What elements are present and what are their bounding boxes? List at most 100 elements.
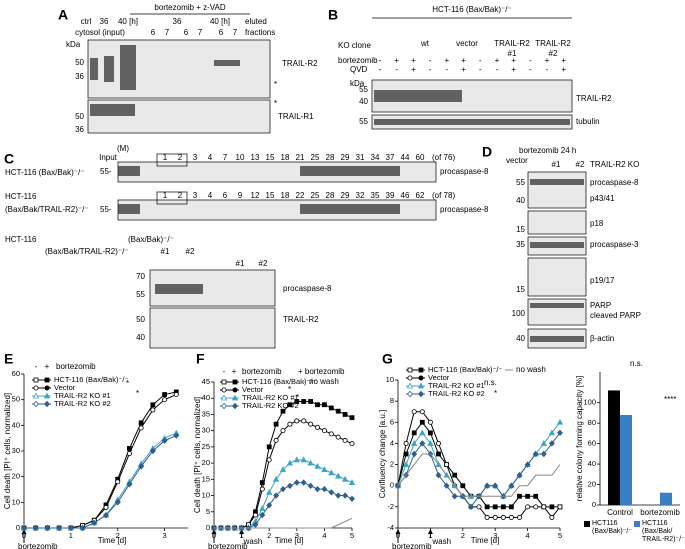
lane-number: 60 (416, 153, 425, 162)
series-line (397, 411, 561, 519)
label: 55 (136, 290, 145, 299)
x-tick-label: 1 (69, 531, 73, 540)
lane-number: 1 (163, 191, 168, 200)
lane-number: 4 (208, 153, 213, 162)
marker (32, 392, 40, 399)
marker (221, 387, 227, 393)
y-tick-label: 0 (390, 481, 394, 490)
label: p19/17 (590, 276, 615, 285)
marker (492, 482, 499, 489)
label: bortezomib (338, 56, 378, 65)
lane-number: 34 (371, 153, 380, 162)
marker (516, 471, 523, 479)
marker (435, 440, 441, 446)
marker (150, 402, 156, 408)
y-tick-label: 2 (390, 460, 394, 469)
marker (444, 462, 450, 468)
marker (280, 408, 286, 414)
marker (328, 431, 334, 437)
panel-label: C (4, 151, 14, 167)
marker (328, 469, 335, 476)
bar (660, 492, 672, 505)
marker (91, 519, 98, 527)
lane-sign: - (429, 65, 432, 74)
y-axis-label: Cell death [PI⁺ cells, normalized] (193, 397, 202, 513)
marker (138, 425, 144, 431)
x-tick-label: 3 (162, 531, 166, 540)
blot-band (374, 119, 570, 125)
label: #1 (236, 259, 245, 268)
arrow-head (395, 529, 401, 534)
marker (508, 514, 514, 520)
marker (406, 382, 414, 389)
x-tick-label: 3 (295, 531, 299, 540)
lane-number: 28 (326, 153, 335, 162)
marker (328, 489, 335, 496)
marker (328, 405, 334, 411)
marker (44, 524, 51, 532)
marker (56, 524, 63, 532)
label: fractions (245, 28, 275, 37)
marker (115, 479, 121, 485)
label: kDa (350, 79, 365, 88)
marker (287, 421, 293, 427)
series-line (214, 517, 353, 529)
annotation: n.s. (630, 359, 643, 368)
y-tick-label: 30 (12, 446, 20, 455)
y-tick-label: 15 (202, 474, 210, 483)
legend-header: + (45, 362, 50, 371)
marker (427, 439, 434, 446)
y-tick-label: 8 (390, 396, 394, 405)
label: 15 (516, 225, 525, 234)
label: vector (506, 156, 528, 165)
lane-number: 62 (416, 191, 425, 200)
marker (548, 440, 555, 447)
marker (308, 421, 314, 427)
marker (335, 434, 341, 440)
marker (266, 502, 273, 509)
label: kDa (66, 40, 81, 49)
legend-label: TRAIL-R2 KO #2 (242, 401, 299, 410)
x-tick-label: 4 (526, 531, 530, 540)
marker (419, 419, 425, 425)
label: TRAIL-R2 (535, 39, 571, 48)
lane-sign: - (429, 56, 432, 65)
lane-number: 6 (223, 191, 228, 200)
lane-sign: - (445, 65, 448, 74)
arrow-label: wash (243, 537, 263, 546)
marker (103, 504, 109, 510)
marker (452, 472, 458, 478)
lane-sign: + (561, 65, 566, 74)
label: (Bax/Bak/TRAIL-R2)⁻/⁻ (45, 247, 129, 256)
label: TRAIL-R2 (282, 59, 318, 68)
blot (527, 210, 587, 235)
legend-label: no wash (309, 377, 339, 386)
marker (556, 418, 564, 425)
label: procaspase-3 (590, 240, 639, 249)
marker (342, 412, 348, 417)
lane-number: 21 (296, 153, 305, 162)
marker (280, 485, 286, 493)
label: 6 (151, 28, 156, 37)
blot (527, 171, 587, 209)
blot-band (300, 166, 400, 176)
y-tick-label: 0 (592, 500, 596, 509)
marker (44, 377, 50, 383)
marker (266, 444, 272, 450)
label: bortezomib 24 h (519, 146, 576, 155)
arrow-label: bortezomib (392, 542, 432, 549)
marker (532, 450, 539, 458)
marker (307, 459, 314, 466)
label: 15 (516, 285, 525, 294)
marker (173, 392, 179, 398)
marker (427, 430, 433, 436)
label: cytosol (input) (75, 28, 125, 37)
lane-sign: - (395, 65, 398, 74)
lane-number: 2 (178, 153, 183, 162)
marker (460, 483, 466, 489)
marker (173, 432, 180, 439)
lane-number: 44 (401, 153, 410, 162)
marker (272, 475, 280, 482)
